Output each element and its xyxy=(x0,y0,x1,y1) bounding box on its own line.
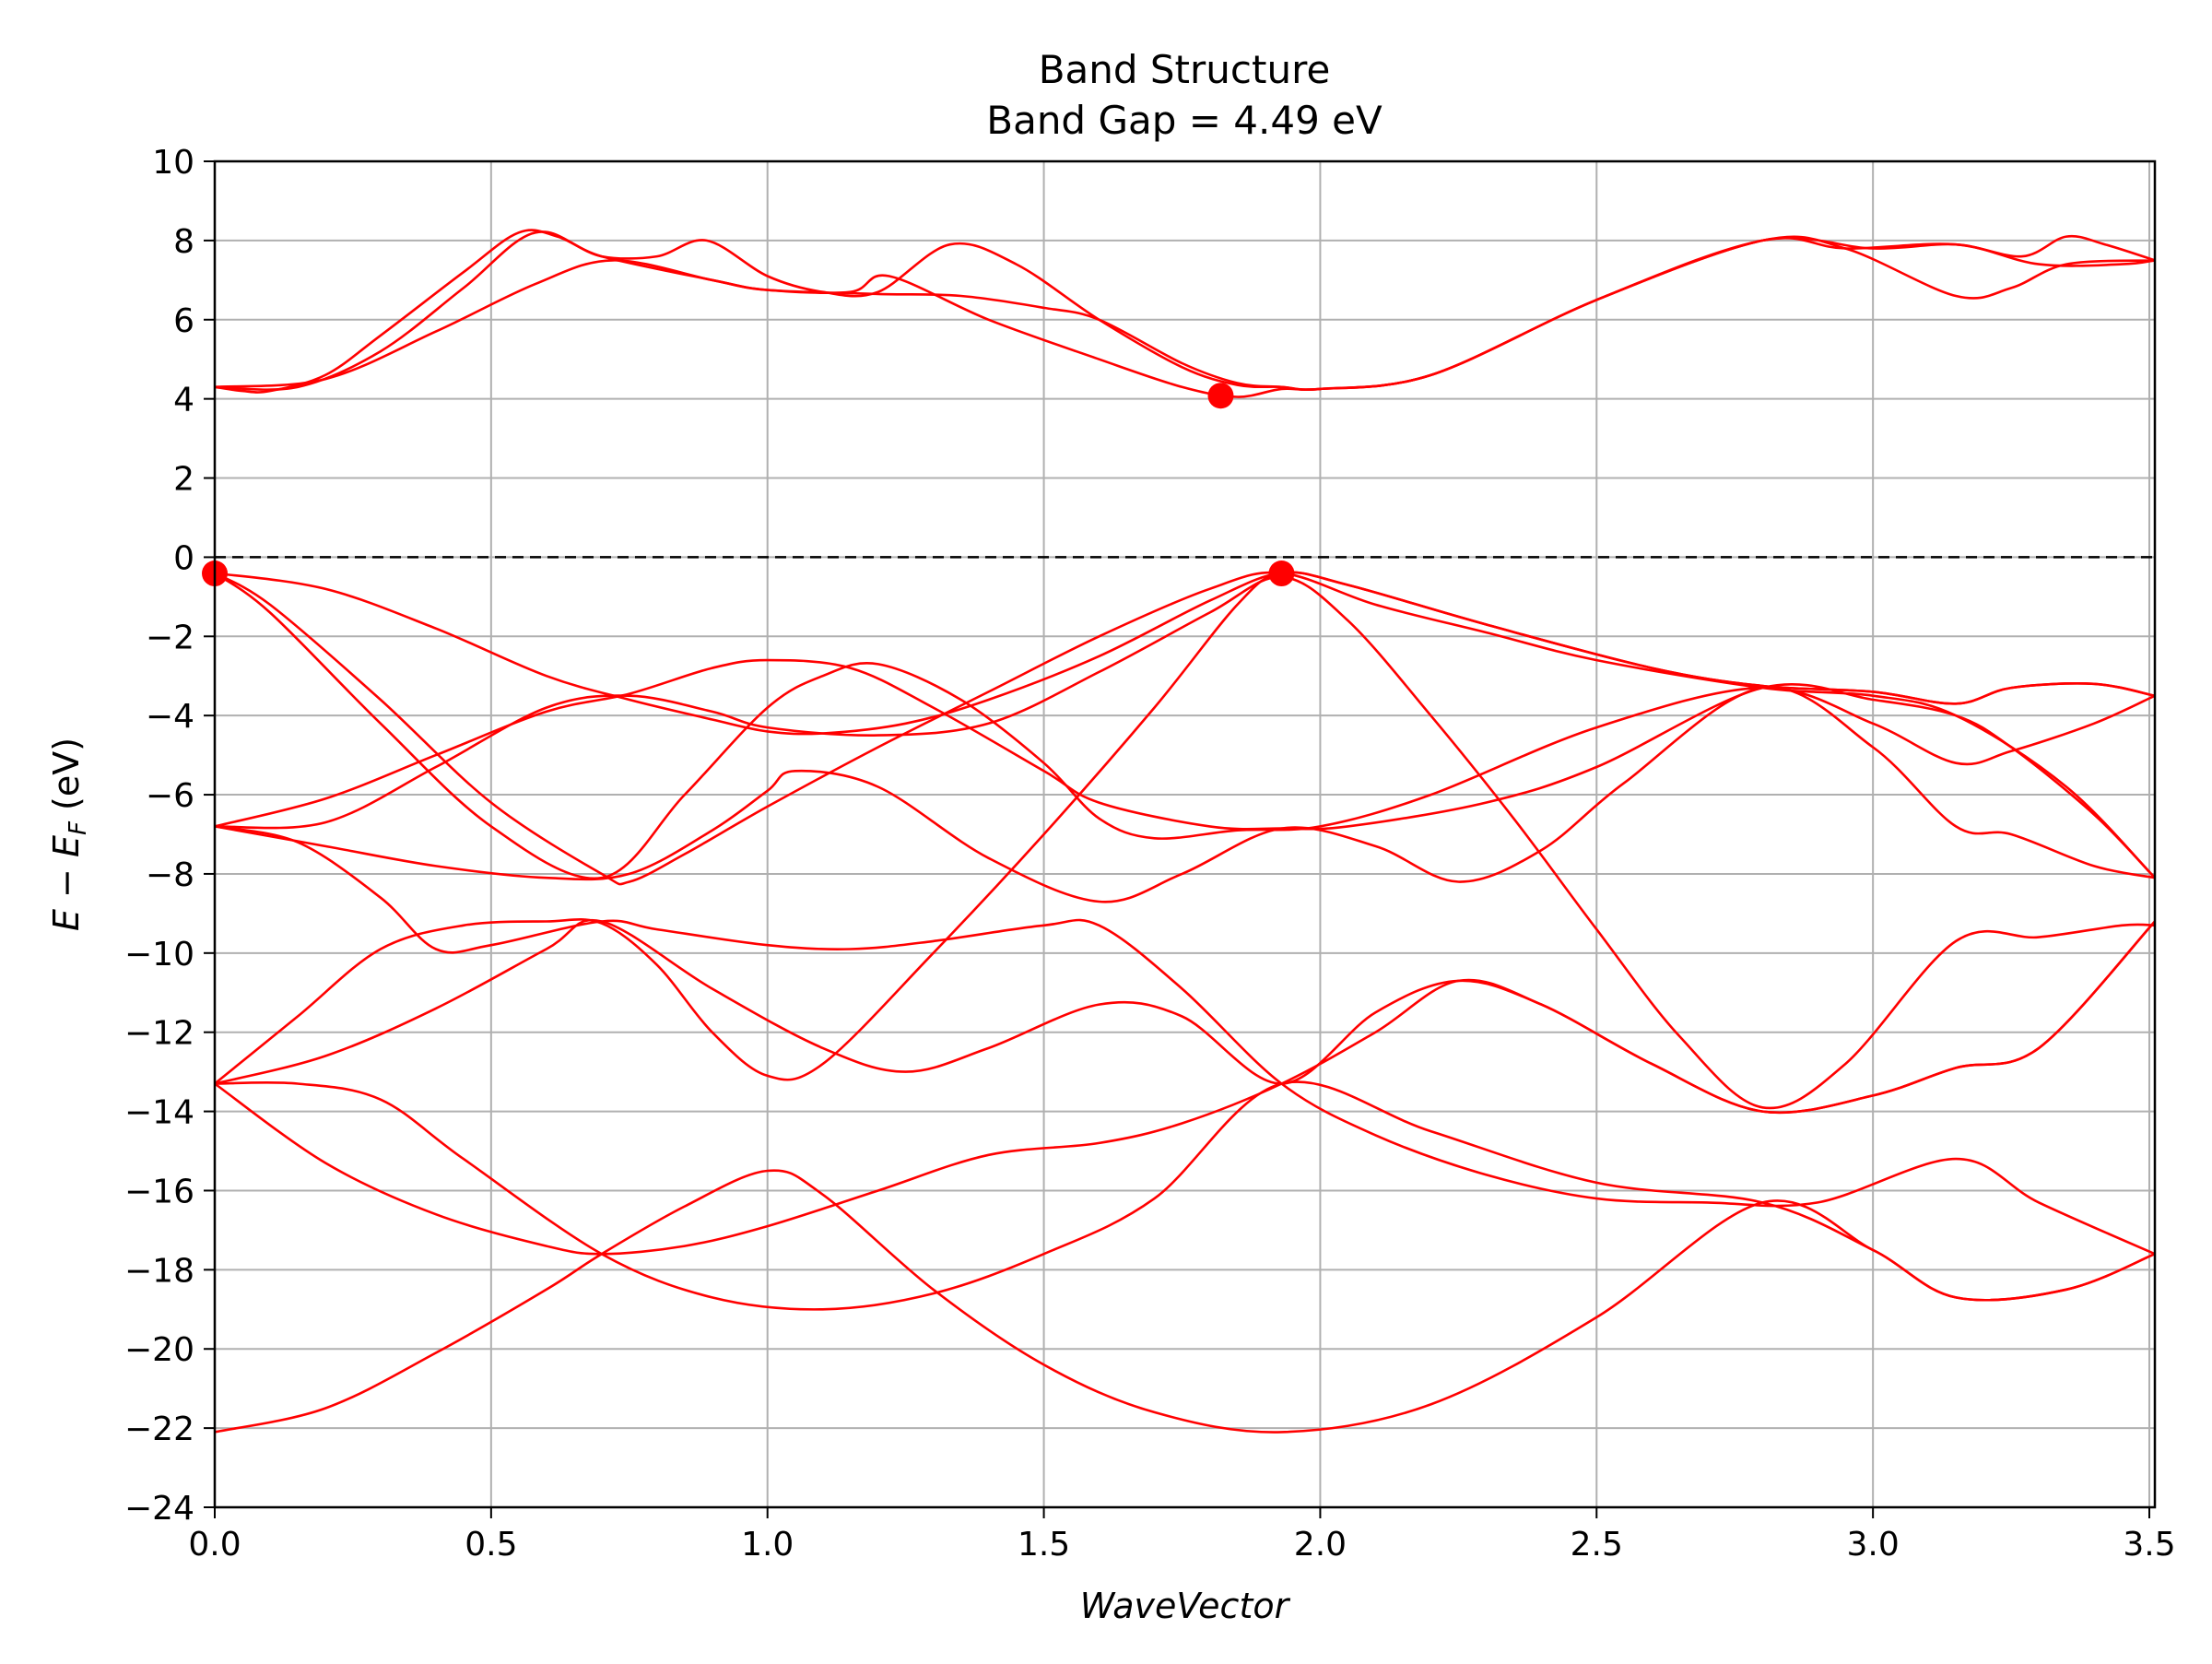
y-tick-label: −22 xyxy=(124,1410,194,1448)
y-tick-layer: 10 8 6 4 2 0 −2 −4 −6 −8 −10 −12 −14 −16 −18 −20 −22 −24 xyxy=(124,144,215,1528)
y-tick-label: 4 xyxy=(173,382,194,419)
y-tick-label: 8 xyxy=(173,223,194,261)
y-tick-label: −18 xyxy=(124,1252,194,1290)
x-tick-label: 2.0 xyxy=(1294,1526,1347,1564)
band-edge-marker-3 xyxy=(1268,561,1295,587)
series-layer xyxy=(214,229,2156,1434)
y-tick-label: 6 xyxy=(173,302,194,340)
x-tick-label: 0.0 xyxy=(188,1526,241,1564)
y-tick-label: −8 xyxy=(146,856,194,894)
y-tick-label: 10 xyxy=(152,144,194,182)
y-tick-label: −24 xyxy=(124,1490,194,1528)
y-tick-label: −12 xyxy=(124,1015,194,1053)
y-axis-label-unit: (eV) xyxy=(46,738,87,821)
y-tick-label: −4 xyxy=(146,698,194,736)
y-tick-label: −6 xyxy=(146,777,194,815)
chart-title: Band Structure xyxy=(1039,47,1331,92)
band-line-6 xyxy=(214,572,2156,880)
y-tick-label: −10 xyxy=(124,936,194,974)
y-axis-label-main: E − E xyxy=(46,835,87,931)
y-tick-label: 2 xyxy=(173,461,194,499)
band-line-14 xyxy=(214,920,2156,1256)
x-tick-layer: 0.0 0.5 1.0 1.5 2.0 2.5 3.0 3.5 xyxy=(188,1507,2176,1564)
band-line-7 xyxy=(214,658,2156,879)
band-line-15 xyxy=(214,1169,2156,1434)
x-tick-label: 0.5 xyxy=(465,1526,517,1564)
x-axis-label: WaveVector xyxy=(1080,1586,1291,1626)
y-tick-label: 0 xyxy=(173,539,194,577)
chart-subtitle: Band Gap = 4.49 eV xyxy=(986,98,1382,143)
y-axis-label: E − EF (eV) xyxy=(46,738,92,931)
x-tick-label: 1.5 xyxy=(1018,1526,1070,1564)
band-line-3 xyxy=(214,230,2156,398)
band-line-10 xyxy=(214,825,2156,1256)
band-line-2 xyxy=(214,235,2156,391)
x-tick-label: 3.0 xyxy=(1847,1526,1900,1564)
band-line-9 xyxy=(214,686,2156,903)
band-edge-marker-1 xyxy=(1207,383,1234,409)
x-tick-label: 1.0 xyxy=(741,1526,794,1564)
x-tick-label: 3.5 xyxy=(2123,1526,2175,1564)
y-axis-label-sub: F xyxy=(65,820,92,835)
y-tick-label: −20 xyxy=(124,1331,194,1369)
y-tick-label: −16 xyxy=(124,1173,194,1210)
y-tick-label: −2 xyxy=(146,619,194,656)
x-tick-label: 2.5 xyxy=(1571,1526,1623,1564)
y-tick-label: −14 xyxy=(124,1094,194,1132)
band-line-11 xyxy=(214,571,2156,1085)
plot-frame xyxy=(213,159,2157,1509)
